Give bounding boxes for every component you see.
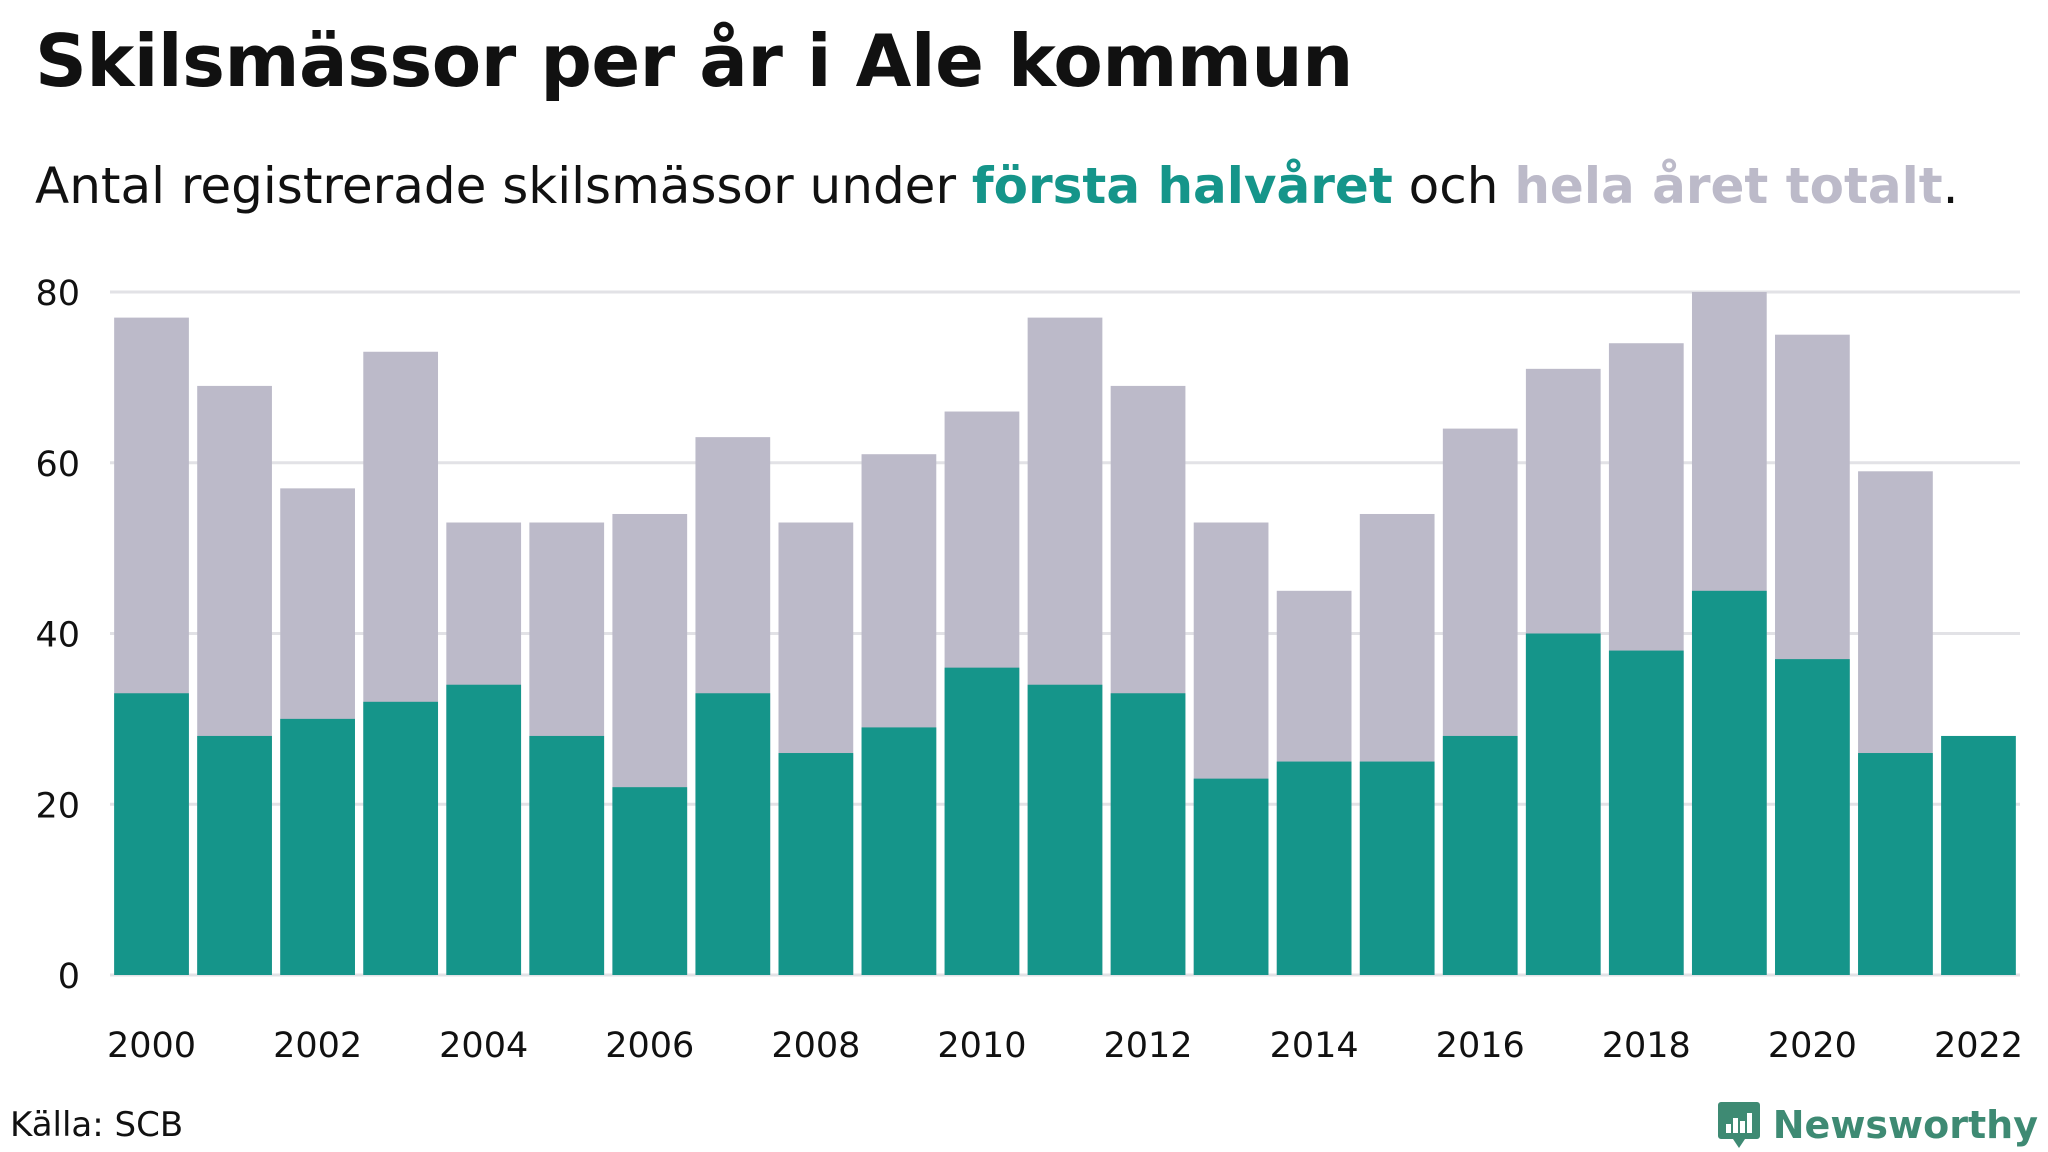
x-tick-label: 2006 (605, 1026, 694, 1066)
bar-first-half (1276, 761, 1352, 975)
x-tick-label: 2010 (937, 1026, 1026, 1066)
brand-name: Newsworthy (1772, 1103, 2038, 1147)
legend-full-year: hela året totalt (1514, 157, 1943, 215)
bar-first-half (529, 735, 605, 975)
chart-title: Skilsmässor per år i Ale kommun (35, 19, 1353, 103)
subtitle-prefix: Antal registrerade skilsmässor under (35, 157, 972, 215)
legend-first-half: första halvåret (971, 157, 1393, 215)
x-tick-label: 2020 (1768, 1026, 1857, 1066)
bar-first-half (1110, 693, 1186, 975)
bar-first-half (1691, 590, 1767, 975)
x-tick-label: 2022 (1934, 1026, 2023, 1066)
bar-first-half (1775, 659, 1850, 975)
x-tick-label: 2014 (1270, 1026, 1359, 1066)
x-tick-label: 2000 (107, 1026, 196, 1066)
bar-first-half (695, 693, 771, 975)
bar-first-half (363, 701, 439, 975)
chart-subtitle: Antal registrerade skilsmässor under för… (35, 156, 1959, 216)
x-tick-label: 2004 (439, 1026, 528, 1066)
bar-first-half (944, 667, 1020, 975)
source-label: Källa: SCB (10, 1105, 184, 1145)
bar-first-half (114, 693, 189, 975)
bar-first-half (280, 718, 355, 975)
newsworthy-logo-icon (1717, 1102, 1760, 1148)
y-tick-label: 60 (35, 445, 80, 485)
x-tick-label: 2016 (1436, 1026, 1525, 1066)
bar-first-half (612, 787, 688, 975)
bar-first-half (1193, 778, 1269, 975)
bar-first-half (1359, 761, 1435, 975)
x-tick-label: 2002 (273, 1026, 362, 1066)
y-tick-label: 80 (35, 274, 80, 314)
x-tick-label: 2018 (1602, 1026, 1691, 1066)
bar-first-half (1941, 735, 2016, 975)
bar-first-half (1608, 650, 1684, 975)
bar-first-half (778, 753, 854, 975)
bar-first-half (197, 735, 272, 975)
bar-first-half (1858, 753, 1933, 975)
y-tick-label: 40 (35, 616, 80, 656)
bar-chart: 0 20 40 60 80 2000 2002 2004 2006 2008 2010 2012 201… (35, 274, 2023, 1066)
bar-first-half (446, 684, 522, 975)
x-tick-label: 2012 (1104, 1026, 1193, 1066)
y-tick-label: 20 (35, 786, 80, 826)
brand-logo: Newsworthy (1717, 1100, 2038, 1150)
subtitle-middle: och (1392, 157, 1515, 215)
x-tick-label: 2008 (771, 1026, 860, 1066)
bar-first-half (1027, 684, 1103, 975)
bar-first-half (1525, 633, 1601, 975)
y-tick-label: 0 (58, 957, 80, 997)
subtitle-suffix: . (1942, 157, 1959, 215)
bar-first-half (861, 727, 937, 975)
bar-first-half (1442, 735, 1518, 975)
